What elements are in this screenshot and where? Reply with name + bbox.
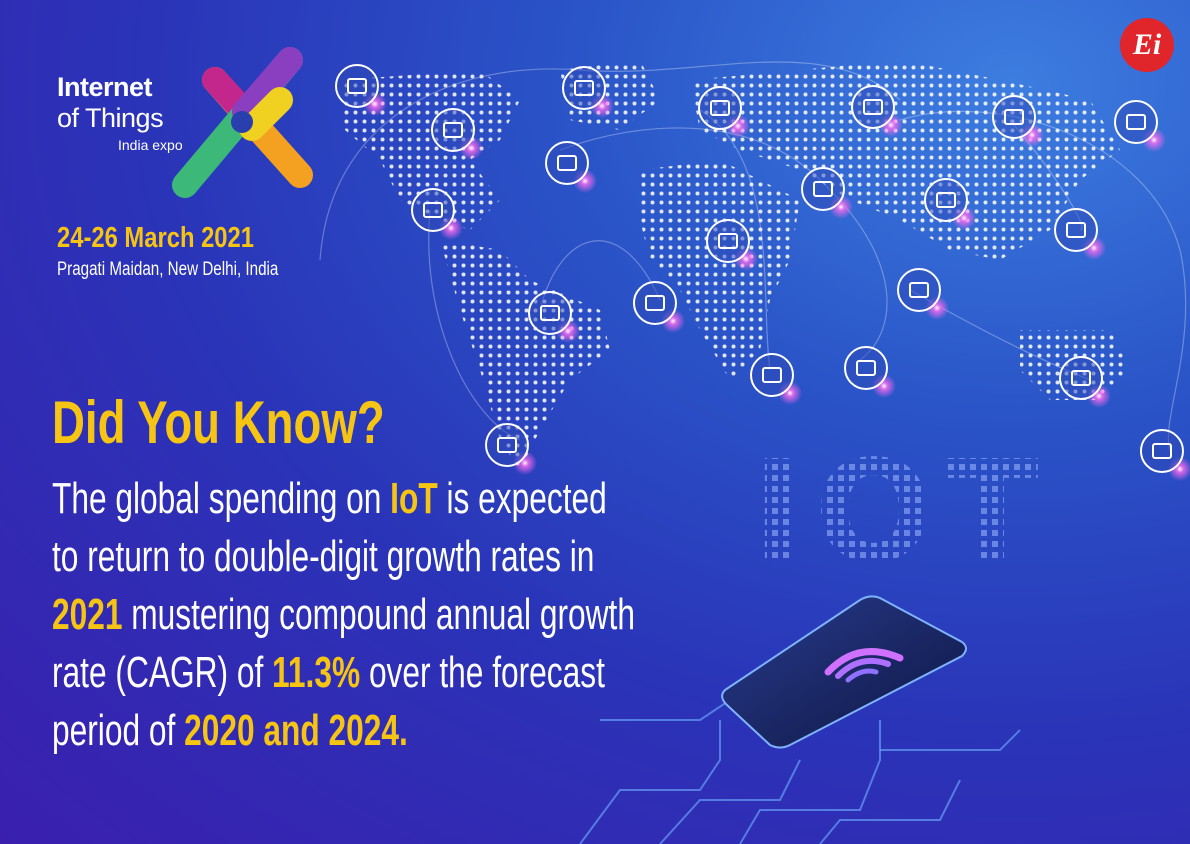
- logo-stroke: [239, 87, 293, 141]
- icon-glyph: [762, 367, 782, 383]
- phone: [721, 595, 967, 749]
- text-segment: period of: [52, 706, 185, 755]
- emphasis: 2021: [52, 590, 123, 639]
- icon-glyph: [1126, 114, 1146, 130]
- event-date: 24-26 March 2021: [57, 222, 254, 254]
- icon-glyph: [347, 78, 367, 94]
- event-venue: Pragati Maidan, New Delhi, India: [57, 259, 279, 280]
- icon-ring: [1114, 100, 1158, 144]
- icon-ring: [1054, 208, 1098, 252]
- logo-mark: [172, 47, 313, 198]
- body-line: 2021 mustering compound annual growth: [52, 586, 635, 644]
- text-segment: is expected: [437, 474, 607, 523]
- icon-ring: [750, 353, 794, 397]
- emphasis: 11.3%: [272, 648, 361, 697]
- icon-ring: [1059, 356, 1103, 400]
- icon-glyph: [718, 233, 738, 249]
- icon-glyph: [710, 100, 730, 116]
- icon-ring: [924, 178, 968, 222]
- headline: Did You Know?: [52, 389, 385, 456]
- badge: Ei: [1120, 18, 1174, 72]
- icon-glyph: [856, 360, 876, 376]
- icon-glyph: [936, 192, 956, 208]
- text-segment: The global spending on: [52, 474, 391, 523]
- icon-ring: [801, 167, 845, 211]
- icon-ring: [411, 188, 455, 232]
- icon-ring: [897, 268, 941, 312]
- icon-ring: [485, 423, 529, 467]
- icon-glyph: [540, 305, 560, 321]
- emphasis: 2020 and 2024.: [184, 706, 408, 755]
- logo-stroke: [232, 47, 303, 125]
- text-segment: to return to double-digit growth rates i…: [52, 532, 595, 581]
- logo-text: of Things: [57, 103, 164, 133]
- icon-ring: [335, 64, 379, 108]
- body-line: period of 2020 and 2024.: [52, 702, 635, 760]
- circuit: [579, 699, 1021, 844]
- icon-glyph: [863, 99, 883, 115]
- icon-ring: [545, 141, 589, 185]
- icon-ring: [851, 85, 895, 129]
- icon-glyph: [497, 437, 517, 453]
- icon-glyph: [423, 202, 443, 218]
- emphasis: IoT: [390, 474, 438, 523]
- iot-dotted-letters: IOT: [752, 431, 1049, 594]
- body-line: rate (CAGR) of 11.3% over the forecast: [52, 644, 635, 702]
- device-icons: [335, 64, 1190, 481]
- icon-ring: [431, 108, 475, 152]
- body-text: The global spending on IoT is expected to…: [52, 470, 635, 760]
- icon-ring: [528, 291, 572, 335]
- icon-glyph: [574, 80, 594, 96]
- icon-ring: [1140, 429, 1184, 473]
- icon-glyph: [645, 295, 665, 311]
- icon-ring: [562, 66, 606, 110]
- logo-subtext: India expo: [118, 137, 183, 153]
- text-segment: rate (CAGR) of: [52, 648, 273, 697]
- icon-glyph: [1152, 443, 1172, 459]
- decor-text: IOT: [752, 431, 1049, 594]
- icon-ring: [698, 86, 742, 130]
- icon-ring: [706, 219, 750, 263]
- icon-glyph: [909, 282, 929, 298]
- body-line: to return to double-digit growth rates i…: [52, 528, 635, 586]
- body-line: The global spending on IoT is expected: [52, 470, 635, 528]
- icon-glyph: [813, 181, 833, 197]
- icon-glyph: [557, 155, 577, 171]
- icon-glyph: [443, 122, 463, 138]
- icon-glyph: [1004, 109, 1024, 125]
- logo-center: [231, 111, 253, 133]
- icon-ring: [633, 281, 677, 325]
- text-segment: over the forecast: [360, 648, 605, 697]
- icon-glyph: [1071, 370, 1091, 386]
- text-segment: mustering compound annual growth: [122, 590, 635, 639]
- logo-text: Internet: [57, 72, 153, 102]
- icon-glyph: [1066, 222, 1086, 238]
- icon-ring: [992, 95, 1036, 139]
- icon-ring: [844, 346, 888, 390]
